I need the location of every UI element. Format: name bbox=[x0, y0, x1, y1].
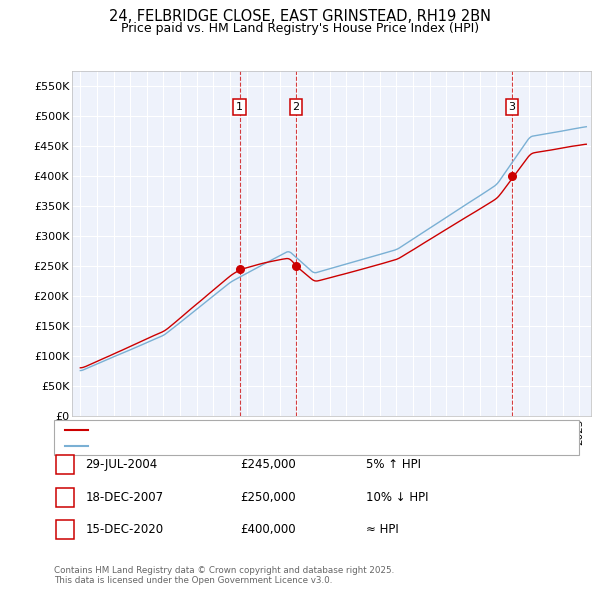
Text: 2: 2 bbox=[61, 491, 68, 504]
Text: 5% ↑ HPI: 5% ↑ HPI bbox=[366, 458, 421, 471]
Text: £245,000: £245,000 bbox=[240, 458, 296, 471]
Text: 3: 3 bbox=[61, 523, 68, 536]
Text: 18-DEC-2007: 18-DEC-2007 bbox=[85, 491, 163, 504]
Text: 15-DEC-2020: 15-DEC-2020 bbox=[85, 523, 163, 536]
Text: 1: 1 bbox=[236, 102, 243, 112]
Text: HPI: Average price, semi-detached house, Mid Sussex: HPI: Average price, semi-detached house,… bbox=[92, 441, 359, 451]
Text: 10% ↓ HPI: 10% ↓ HPI bbox=[366, 491, 428, 504]
Text: 29-JUL-2004: 29-JUL-2004 bbox=[85, 458, 157, 471]
Text: 24, FELBRIDGE CLOSE, EAST GRINSTEAD, RH19 2BN (semi-detached house): 24, FELBRIDGE CLOSE, EAST GRINSTEAD, RH1… bbox=[92, 425, 470, 435]
Text: ≈ HPI: ≈ HPI bbox=[366, 523, 399, 536]
Text: 2: 2 bbox=[292, 102, 299, 112]
Text: 24, FELBRIDGE CLOSE, EAST GRINSTEAD, RH19 2BN: 24, FELBRIDGE CLOSE, EAST GRINSTEAD, RH1… bbox=[109, 9, 491, 24]
Text: Contains HM Land Registry data © Crown copyright and database right 2025.
This d: Contains HM Land Registry data © Crown c… bbox=[54, 566, 394, 585]
Text: 1: 1 bbox=[61, 458, 68, 471]
Text: £400,000: £400,000 bbox=[240, 523, 296, 536]
Text: £250,000: £250,000 bbox=[240, 491, 296, 504]
Text: Price paid vs. HM Land Registry's House Price Index (HPI): Price paid vs. HM Land Registry's House … bbox=[121, 22, 479, 35]
Text: 3: 3 bbox=[509, 102, 515, 112]
